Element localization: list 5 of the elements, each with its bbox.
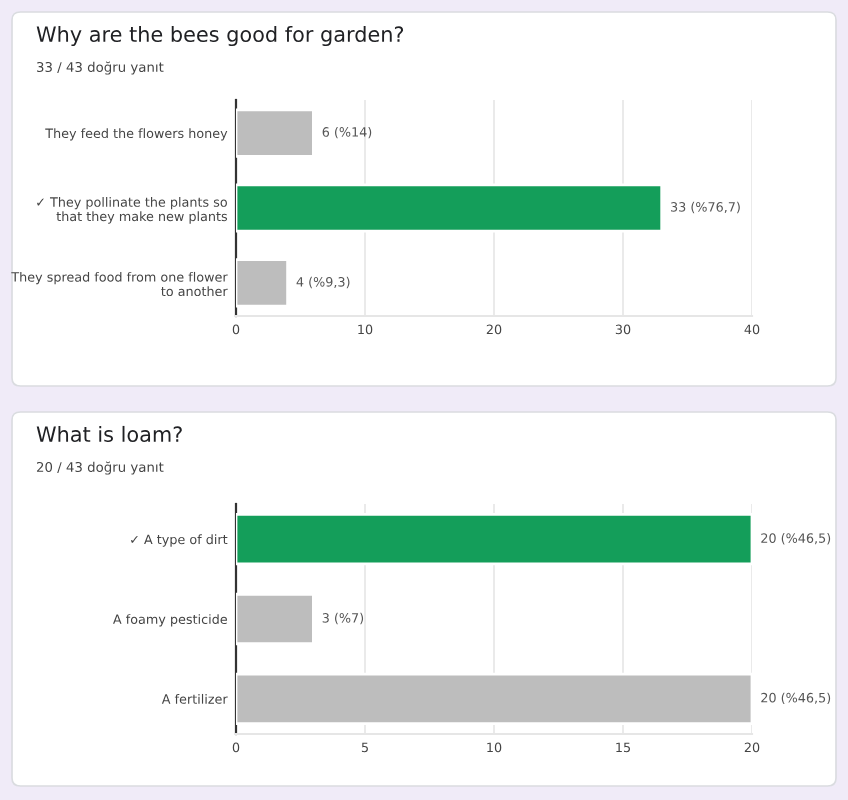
chart-title: Why are the bees good for garden? bbox=[36, 25, 404, 47]
bar bbox=[236, 183, 664, 233]
chart-title: What is loam? bbox=[36, 425, 182, 443]
bar bbox=[236, 258, 289, 308]
bar bbox=[236, 108, 315, 158]
